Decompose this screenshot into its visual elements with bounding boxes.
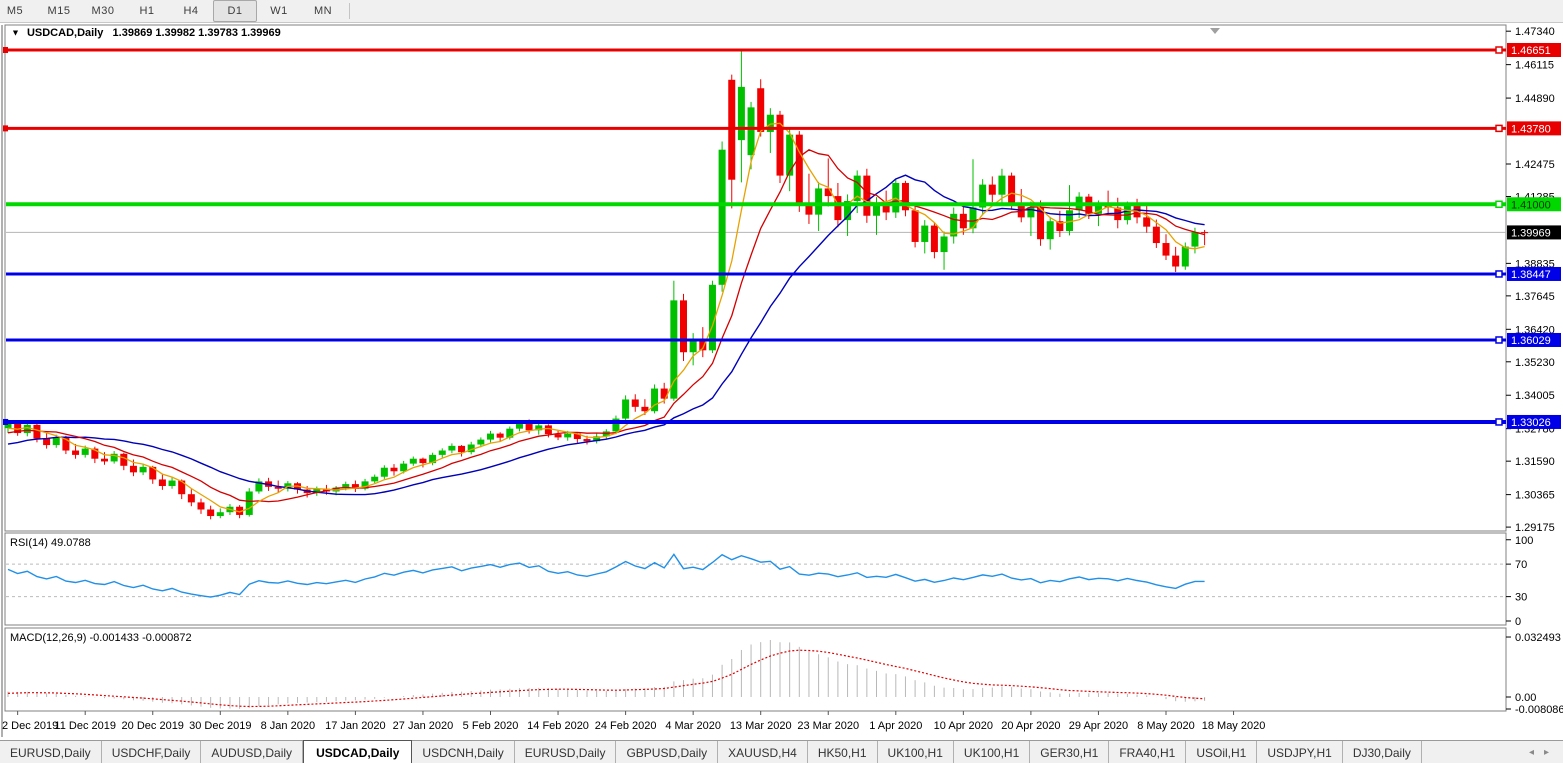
- svg-text:1.43780: 1.43780: [1511, 123, 1551, 135]
- svg-text:2 Dec 2019: 2 Dec 2019: [2, 720, 58, 732]
- rsi-line: [7, 553, 1205, 598]
- svg-text:1.33026: 1.33026: [1511, 417, 1551, 429]
- svg-text:1.46651: 1.46651: [1511, 45, 1551, 57]
- tab-audusd-daily[interactable]: AUDUSD,Daily: [201, 741, 304, 763]
- chart-symbol-title: USDCAD,Daily: [26, 27, 104, 39]
- svg-text:1.44890: 1.44890: [1515, 93, 1555, 105]
- svg-text:1.38447: 1.38447: [1511, 269, 1551, 281]
- svg-text:0.00: 0.00: [1515, 692, 1536, 704]
- macd-signal-line: [7, 649, 1205, 708]
- svg-text:30 Dec 2019: 30 Dec 2019: [189, 720, 251, 732]
- tab-xauusd-h4[interactable]: XAUUSD,H4: [718, 741, 808, 763]
- svg-text:1.31590: 1.31590: [1515, 456, 1555, 468]
- tabbar-spacer: [1422, 741, 1515, 763]
- tab-dj30-daily[interactable]: DJ30,Daily: [1343, 741, 1422, 763]
- svg-text:17 Jan 2020: 17 Jan 2020: [325, 720, 386, 732]
- rsi-pane: 100 70 30 0: [4, 532, 1533, 628]
- svg-text:1.34005: 1.34005: [1515, 390, 1555, 402]
- svg-text:8 May 2020: 8 May 2020: [1137, 720, 1194, 732]
- svg-text:10 Apr 2020: 10 Apr 2020: [934, 720, 993, 732]
- svg-text:1.46115: 1.46115: [1515, 60, 1554, 72]
- svg-text:18 May 2020: 18 May 2020: [1202, 720, 1266, 732]
- svg-text:1.36029: 1.36029: [1511, 335, 1551, 347]
- svg-text:1.29175: 1.29175: [1515, 522, 1555, 534]
- svg-text:1.30365: 1.30365: [1515, 490, 1555, 502]
- timeframe-button-d1[interactable]: D1: [213, 0, 257, 22]
- tab-usdchf-daily[interactable]: USDCHF,Daily: [102, 741, 202, 763]
- tab-usdcad-daily[interactable]: USDCAD,Daily: [303, 740, 413, 763]
- rsi-indicator-label: RSI(14) 49.0788: [10, 537, 91, 549]
- timeframe-button-m5[interactable]: M5: [6, 5, 24, 17]
- tab-uk100-h1[interactable]: UK100,H1: [954, 741, 1031, 763]
- svg-text:11 Dec 2019: 11 Dec 2019: [54, 720, 116, 732]
- svg-text:14 Feb 2020: 14 Feb 2020: [527, 720, 589, 732]
- timeframe-button-mn[interactable]: MN: [313, 5, 333, 17]
- svg-text:-0.008086: -0.008086: [1515, 704, 1563, 716]
- svg-text:27 Jan 2020: 27 Jan 2020: [393, 720, 454, 732]
- ma-fast-line: [7, 122, 1205, 513]
- svg-text:1.39969: 1.39969: [1511, 227, 1551, 239]
- svg-text:100: 100: [1515, 535, 1533, 547]
- timeframe-toolbar: M5 M15 M30 H1 H4 D1 W1 MN: [0, 0, 1563, 23]
- svg-text:30: 30: [1515, 592, 1527, 604]
- toolbar-separator: [349, 3, 350, 19]
- tab-usdjpy-h1[interactable]: USDJPY,H1: [1257, 741, 1343, 763]
- ma-mid-line: [7, 149, 1205, 503]
- svg-text:1.35230: 1.35230: [1515, 357, 1555, 369]
- timeframe-button-h4[interactable]: H4: [183, 5, 199, 17]
- chart-shift-marker[interactable]: [1210, 28, 1220, 34]
- tab-uk100-h1[interactable]: UK100,H1: [878, 741, 954, 763]
- chart-tabs-bar: EURUSD,Daily USDCHF,Daily AUDUSD,Daily USDC…: [0, 740, 1563, 763]
- svg-text:13 Mar 2020: 13 Mar 2020: [730, 720, 792, 732]
- ma-slow-line: [7, 174, 1205, 496]
- svg-text:23 Mar 2020: 23 Mar 2020: [797, 720, 859, 732]
- price-pane: [2, 24, 1507, 532]
- tab-eurusd-daily[interactable]: EURUSD,Daily: [0, 741, 102, 763]
- tabs-scroll-left-icon[interactable]: ◂: [1528, 747, 1534, 758]
- chart-ohlc-values: 1.39869 1.39982 1.39783 1.39969: [112, 27, 281, 39]
- tab-gbpusd-daily[interactable]: GBPUSD,Daily: [616, 741, 719, 763]
- tab-usdcnh-daily[interactable]: USDCNH,Daily: [412, 741, 515, 763]
- tabs-scroll-right-icon[interactable]: ▸: [1543, 747, 1549, 758]
- svg-text:24 Feb 2020: 24 Feb 2020: [595, 720, 657, 732]
- svg-text:29 Apr 2020: 29 Apr 2020: [1069, 720, 1128, 732]
- svg-text:1 Apr 2020: 1 Apr 2020: [869, 720, 922, 732]
- svg-text:1.37645: 1.37645: [1515, 291, 1555, 303]
- svg-text:0.032493: 0.032493: [1515, 632, 1561, 644]
- macd-indicator-label: MACD(12,26,9) -0.001433 -0.000872: [10, 632, 192, 644]
- svg-text:5 Feb 2020: 5 Feb 2020: [463, 720, 519, 732]
- svg-text:20 Dec 2019: 20 Dec 2019: [122, 720, 184, 732]
- svg-text:4 Mar 2020: 4 Mar 2020: [665, 720, 721, 732]
- svg-text:70: 70: [1515, 559, 1527, 571]
- timeframe-button-w1[interactable]: W1: [270, 5, 288, 17]
- svg-text:1.42475: 1.42475: [1515, 159, 1555, 171]
- svg-text:8 Jan 2020: 8 Jan 2020: [261, 720, 315, 732]
- timeframe-button-h1[interactable]: H1: [139, 5, 155, 17]
- tab-ger30-h1[interactable]: GER30,H1: [1030, 741, 1110, 763]
- svg-text:1.41000: 1.41000: [1511, 199, 1551, 211]
- tab-eurusd-daily[interactable]: EURUSD,Daily: [515, 741, 617, 763]
- tab-usoil-h1[interactable]: USOil,H1: [1186, 741, 1258, 763]
- svg-text:20 Apr 2020: 20 Apr 2020: [1001, 720, 1060, 732]
- svg-text:0: 0: [1515, 616, 1521, 628]
- chart-header: ▼ USDCAD,Daily 1.39869 1.39982 1.39783 1…: [10, 27, 281, 39]
- svg-text:1.47340: 1.47340: [1515, 26, 1555, 38]
- symbol-dropdown-icon[interactable]: ▼: [11, 28, 20, 38]
- timeframe-button-m30[interactable]: M30: [91, 5, 115, 17]
- tab-fra40-h1[interactable]: FRA40,H1: [1109, 741, 1187, 763]
- macd-pane: 0.032493 0.00-0.008086: [4, 627, 1563, 716]
- tab-hk50-h1[interactable]: HK50,H1: [808, 741, 878, 763]
- price-axis[interactable]: 1.473401.461151.448901.424751.412851.388…: [1506, 26, 1561, 534]
- timeframe-button-m15[interactable]: M15: [47, 5, 71, 17]
- macd-histogram: [7, 639, 1206, 709]
